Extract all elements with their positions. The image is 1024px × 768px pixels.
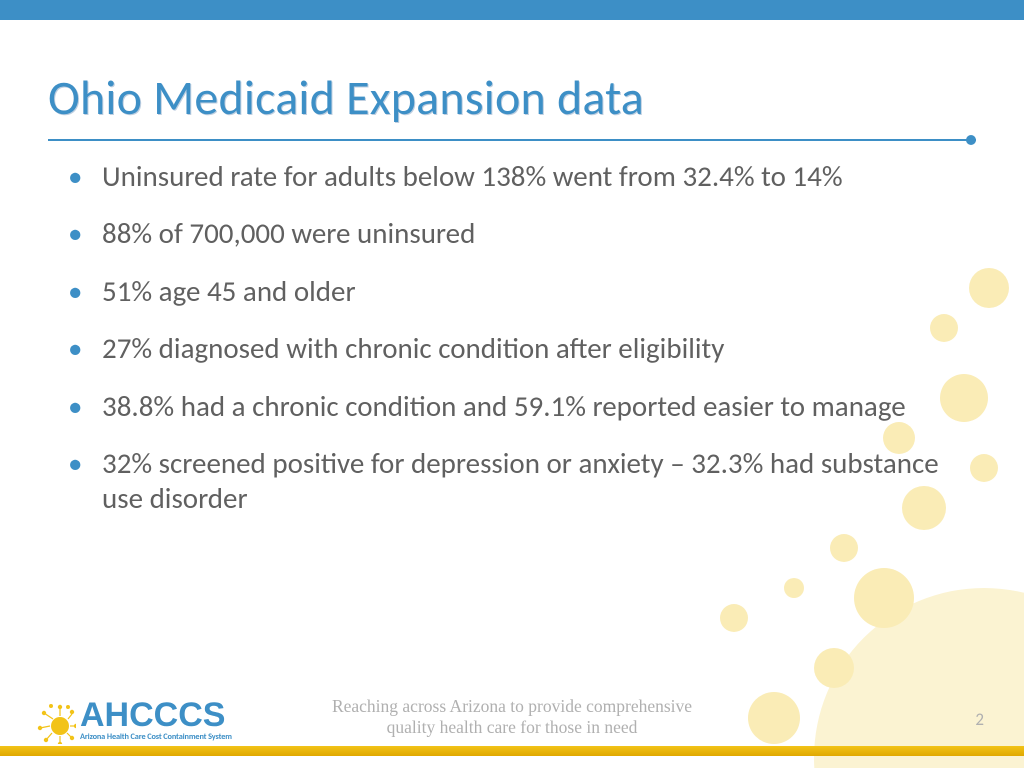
bullet-item: 51% age 45 and older	[68, 274, 976, 309]
ahcccs-logo: AHCCCS Arizona Health Care Cost Containm…	[30, 698, 232, 744]
bottom-accent-bar	[0, 746, 1024, 756]
footer-tagline: Reaching across Arizona to provide compr…	[272, 696, 752, 738]
bullet-item: 27% diagnosed with chronic condition aft…	[68, 331, 976, 366]
bullet-item: 32% screened positive for depression or …	[68, 446, 976, 517]
page-number: 2	[975, 709, 984, 730]
slide-footer: AHCCCS Arizona Health Care Cost Containm…	[0, 678, 1024, 768]
slide-content: Ohio Medicaid Expansion data Uninsured r…	[0, 20, 1024, 517]
tagline-line-2: quality health care for those in need	[387, 717, 638, 737]
slide-title: Ohio Medicaid Expansion data	[48, 68, 976, 127]
sun-icon	[30, 698, 76, 744]
bullet-item: 88% of 700,000 were uninsured	[68, 216, 976, 251]
tagline-line-1: Reaching across Arizona to provide compr…	[332, 696, 692, 716]
title-underline	[48, 133, 976, 147]
bullet-item: Uninsured rate for adults below 138% wen…	[68, 159, 976, 194]
top-accent-bar	[0, 0, 1024, 20]
bullet-item: 38.8% had a chronic condition and 59.1% …	[68, 389, 976, 424]
logo-text-main: AHCCCS	[80, 700, 232, 731]
bullet-list: Uninsured rate for adults below 138% wen…	[48, 159, 976, 517]
logo-text-sub: Arizona Health Care Cost Containment Sys…	[80, 732, 232, 742]
